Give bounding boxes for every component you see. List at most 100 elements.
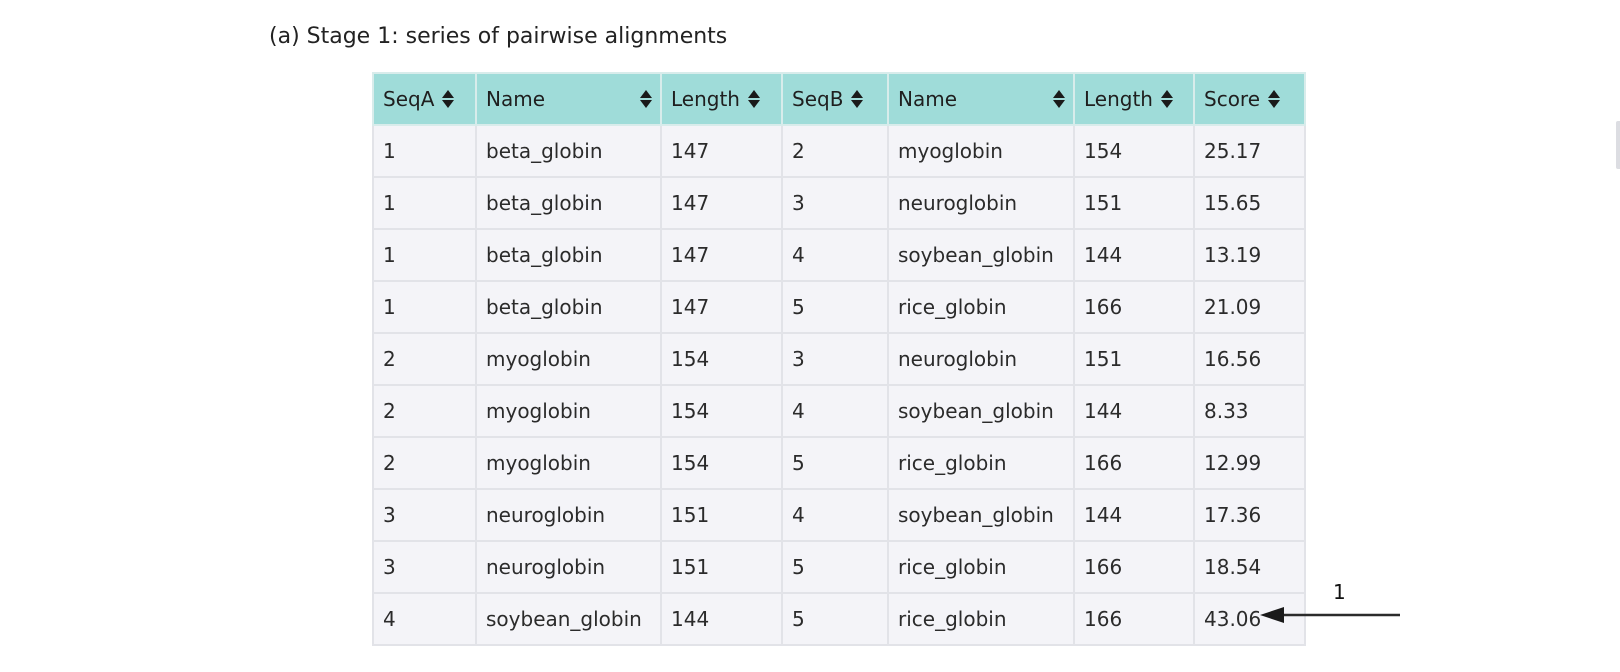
table-row: 3 neuroglobin 151 4 soybean_globin 144 1…: [372, 488, 1306, 542]
cell-score: 13.19: [1193, 228, 1306, 282]
column-header-length-a[interactable]: Length: [660, 72, 783, 126]
table-row: 1 beta_globin 147 4 soybean_globin 144 1…: [372, 228, 1306, 282]
column-header-label: Name: [898, 87, 958, 111]
cell-seqb: 5: [781, 540, 889, 594]
cell-name-a: neuroglobin: [475, 488, 662, 542]
cell-name-a: neuroglobin: [475, 540, 662, 594]
side-tab[interactable]: [1616, 121, 1620, 169]
figure-caption: (a) Stage 1: series of pairwise alignmen…: [269, 24, 728, 49]
sort-icon[interactable]: [442, 90, 455, 108]
column-header-length-b[interactable]: Length: [1073, 72, 1195, 126]
sort-icon[interactable]: [851, 90, 864, 108]
cell-length-a: 147: [660, 280, 783, 334]
arrow-head-icon: [1260, 607, 1284, 623]
column-header-seqa[interactable]: SeqA: [372, 72, 477, 126]
cell-score: 21.09: [1193, 280, 1306, 334]
table-header-row: SeqA Name Length: [372, 72, 1306, 126]
cell-length-b: 144: [1073, 488, 1195, 542]
cell-name-b: rice_globin: [887, 436, 1075, 490]
cell-length-a: 147: [660, 228, 783, 282]
cell-length-a: 147: [660, 124, 783, 178]
cell-seqa: 1: [372, 124, 477, 178]
cell-score: 16.56: [1193, 332, 1306, 386]
cell-seqb: 4: [781, 384, 889, 438]
cell-name-b: neuroglobin: [887, 332, 1075, 386]
cell-name-a: soybean_globin: [475, 592, 662, 646]
sort-icon[interactable]: [640, 90, 652, 108]
cell-name-a: myoglobin: [475, 384, 662, 438]
cell-length-a: 151: [660, 540, 783, 594]
cell-name-b: soybean_globin: [887, 488, 1075, 542]
cell-seqa: 2: [372, 436, 477, 490]
cell-length-a: 154: [660, 332, 783, 386]
table-row: 2 myoglobin 154 4 soybean_globin 144 8.3…: [372, 384, 1306, 438]
column-header-label: SeqB: [792, 87, 844, 111]
callout-arrow: [1260, 607, 1400, 623]
cell-name-a: beta_globin: [475, 124, 662, 178]
cell-seqb: 4: [781, 488, 889, 542]
cell-length-b: 166: [1073, 592, 1195, 646]
cell-length-b: 154: [1073, 124, 1195, 178]
cell-seqb: 2: [781, 124, 889, 178]
cell-seqa: 1: [372, 176, 477, 230]
cell-score: 15.65: [1193, 176, 1306, 230]
cell-name-b: myoglobin: [887, 124, 1075, 178]
cell-score: 43.06: [1193, 592, 1306, 646]
pairwise-alignment-table: SeqA Name Length: [372, 72, 1306, 646]
cell-seqa: 1: [372, 228, 477, 282]
alignment-table-container: SeqA Name Length: [372, 72, 1306, 646]
sort-icon[interactable]: [747, 90, 760, 108]
sort-icon[interactable]: [1053, 90, 1065, 108]
cell-name-a: myoglobin: [475, 332, 662, 386]
cell-length-a: 147: [660, 176, 783, 230]
cell-length-b: 166: [1073, 280, 1195, 334]
column-header-name-b[interactable]: Name: [887, 72, 1075, 126]
cell-name-a: beta_globin: [475, 280, 662, 334]
sort-icon[interactable]: [1268, 90, 1281, 108]
cell-seqa: 3: [372, 540, 477, 594]
cell-seqb: 5: [781, 280, 889, 334]
cell-length-b: 151: [1073, 332, 1195, 386]
cell-score: 17.36: [1193, 488, 1306, 542]
cell-length-a: 154: [660, 384, 783, 438]
table-row: 2 myoglobin 154 5 rice_globin 166 12.99: [372, 436, 1306, 490]
cell-name-a: beta_globin: [475, 228, 662, 282]
cell-score: 12.99: [1193, 436, 1306, 490]
cell-name-b: rice_globin: [887, 540, 1075, 594]
column-header-label: Length: [671, 87, 740, 111]
cell-name-b: neuroglobin: [887, 176, 1075, 230]
column-header-name-a[interactable]: Name: [475, 72, 662, 126]
cell-score: 18.54: [1193, 540, 1306, 594]
column-header-label: SeqA: [383, 87, 435, 111]
cell-name-b: soybean_globin: [887, 228, 1075, 282]
cell-seqb: 5: [781, 592, 889, 646]
cell-seqb: 5: [781, 436, 889, 490]
cell-name-b: soybean_globin: [887, 384, 1075, 438]
table-row: 1 beta_globin 147 3 neuroglobin 151 15.6…: [372, 176, 1306, 230]
table-row: 1 beta_globin 147 2 myoglobin 154 25.17: [372, 124, 1306, 178]
table-row: 1 beta_globin 147 5 rice_globin 166 21.0…: [372, 280, 1306, 334]
sort-icon[interactable]: [1160, 90, 1173, 108]
column-header-label: Score: [1204, 87, 1261, 111]
table-row: 4 soybean_globin 144 5 rice_globin 166 4…: [372, 592, 1306, 646]
cell-length-a: 144: [660, 592, 783, 646]
cell-seqb: 3: [781, 176, 889, 230]
cell-name-b: rice_globin: [887, 592, 1075, 646]
cell-seqa: 4: [372, 592, 477, 646]
table-row: 3 neuroglobin 151 5 rice_globin 166 18.5…: [372, 540, 1306, 594]
column-header-score[interactable]: Score: [1193, 72, 1306, 126]
cell-seqa: 3: [372, 488, 477, 542]
column-header-label: Length: [1084, 87, 1153, 111]
cell-length-b: 166: [1073, 540, 1195, 594]
cell-length-b: 151: [1073, 176, 1195, 230]
cell-name-a: myoglobin: [475, 436, 662, 490]
cell-name-a: beta_globin: [475, 176, 662, 230]
column-header-label: Name: [486, 87, 546, 111]
cell-seqa: 2: [372, 332, 477, 386]
cell-name-b: rice_globin: [887, 280, 1075, 334]
callout-label: 1: [1333, 580, 1346, 604]
column-header-seqb[interactable]: SeqB: [781, 72, 889, 126]
cell-length-b: 144: [1073, 228, 1195, 282]
cell-length-a: 154: [660, 436, 783, 490]
